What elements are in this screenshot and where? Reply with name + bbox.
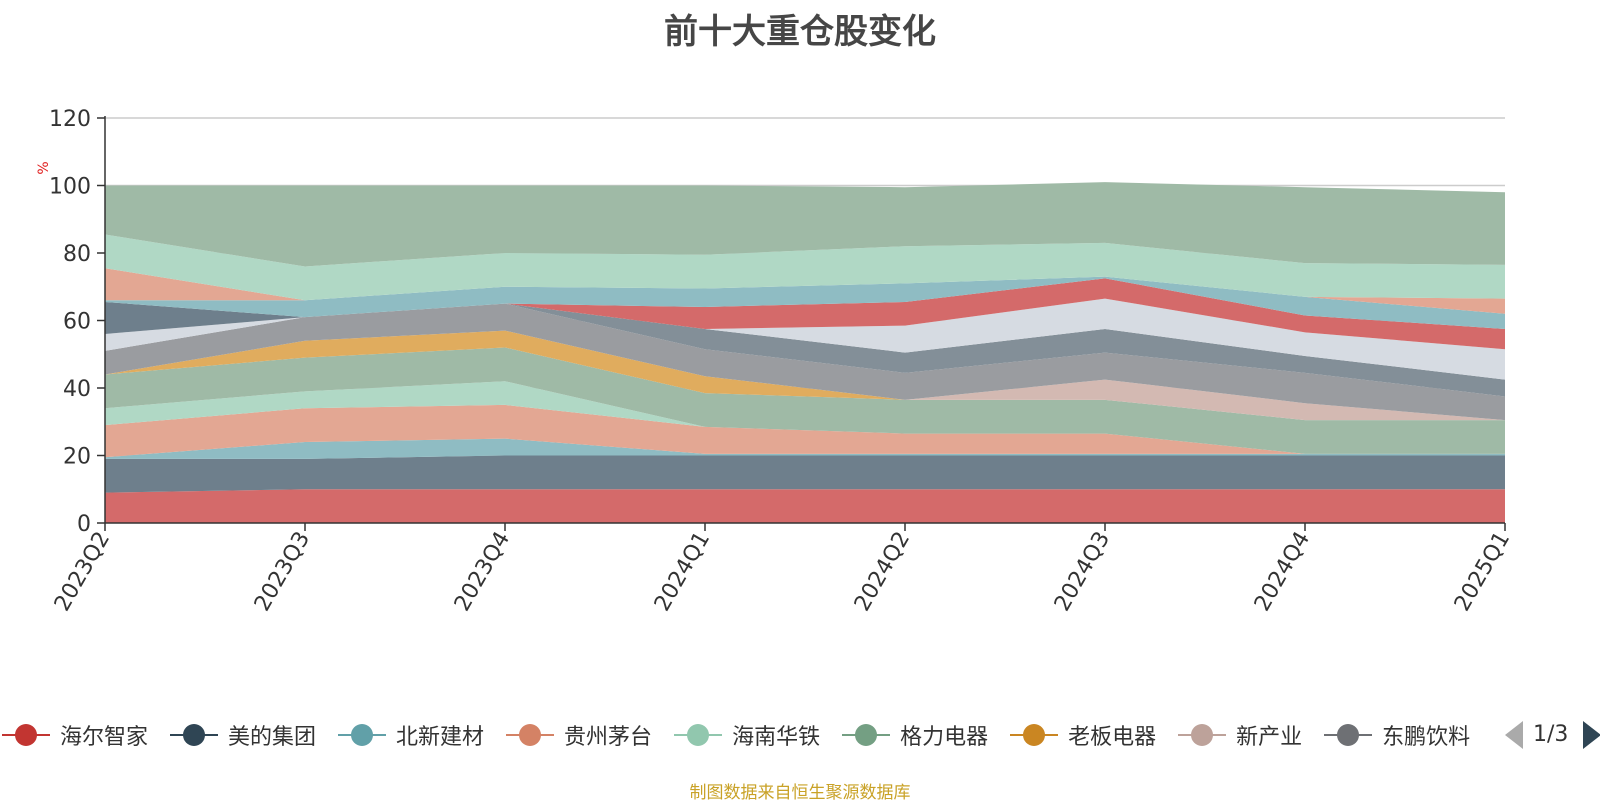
legend-label: 东鹏饮料 bbox=[1382, 725, 1471, 750]
legend: 海尔智家 美的集团 北新建材 贵州茅台 海南华铁 格力电器 老板电器 新产业 东鹏饮料 1/3 bbox=[0, 715, 1600, 755]
y-tick-label-60: 60 bbox=[63, 310, 91, 335]
legend-label: 海尔智家 bbox=[60, 725, 149, 750]
area-series-13[interactable] bbox=[105, 278, 1505, 350]
legend-marker-icon bbox=[1010, 723, 1059, 747]
area-series-17[interactable] bbox=[105, 182, 1505, 267]
legend-marker-icon bbox=[1324, 723, 1373, 747]
y-tick-label-40: 40 bbox=[63, 377, 91, 402]
legend-item-1[interactable]: 海尔智家 bbox=[2, 715, 148, 755]
legend-label: 北新建材 bbox=[396, 725, 485, 750]
legend-label: 贵州茅台 bbox=[564, 725, 653, 750]
area-series-10[interactable] bbox=[105, 303, 1505, 397]
x-tick-label-2024Q2: 2024Q2 bbox=[850, 528, 915, 616]
legend-pager: 1/3 bbox=[1505, 719, 1600, 751]
legend-label: 格力电器 bbox=[900, 725, 989, 750]
legend-marker-icon bbox=[674, 723, 723, 747]
chart-title: 前十大重仓股变化 bbox=[664, 12, 936, 52]
y-tick-label-80: 80 bbox=[63, 242, 91, 267]
y-tick-label-0: 0 bbox=[77, 512, 91, 537]
y-tick-label-100: 100 bbox=[49, 175, 91, 200]
legend-item-4[interactable]: 贵州茅台 bbox=[506, 715, 652, 755]
data-source-note: 制图数据来自恒生聚源数据库 bbox=[689, 783, 911, 800]
area-series-6[interactable] bbox=[105, 347, 1505, 454]
x-tick-label-2024Q1: 2024Q1 bbox=[650, 528, 715, 616]
area-series-9[interactable] bbox=[105, 303, 1505, 421]
legend-prev-icon[interactable] bbox=[1505, 721, 1523, 749]
area-series-2[interactable] bbox=[105, 455, 1505, 493]
legend-item-2[interactable]: 美的集团 bbox=[170, 715, 316, 755]
legend-marker-icon bbox=[506, 723, 555, 747]
area-series-1[interactable] bbox=[105, 489, 1505, 523]
area-series-16[interactable] bbox=[105, 234, 1505, 301]
y-axis-unit: % bbox=[36, 161, 52, 174]
x-tick-label-2023Q2: 2023Q2 bbox=[50, 528, 115, 616]
legend-item-6[interactable]: 格力电器 bbox=[842, 715, 988, 755]
legend-item-8[interactable]: 新产业 bbox=[1178, 715, 1302, 755]
legend-marker-icon bbox=[2, 723, 50, 747]
y-tick-label-120: 120 bbox=[49, 107, 91, 132]
legend-marker-icon bbox=[842, 723, 891, 747]
x-tick-label-2023Q4: 2023Q4 bbox=[450, 528, 515, 616]
legend-label: 老板电器 bbox=[1068, 725, 1157, 750]
legend-next-icon[interactable] bbox=[1583, 721, 1600, 749]
x-tick-label-2023Q3: 2023Q3 bbox=[250, 528, 315, 616]
legend-item-7[interactable]: 老板电器 bbox=[1010, 715, 1156, 755]
legend-items: 海尔智家 美的集团 北新建材 贵州茅台 海南华铁 格力电器 老板电器 新产业 东鹏饮料 bbox=[0, 715, 1483, 755]
legend-label: 新产业 bbox=[1236, 725, 1303, 750]
legend-item-9[interactable]: 东鹏饮料 bbox=[1324, 715, 1470, 755]
area-series-11[interactable] bbox=[105, 298, 1505, 380]
legend-item-3[interactable]: 北新建材 bbox=[338, 715, 484, 755]
legend-label: 美的集团 bbox=[228, 725, 317, 750]
y-tick-label-20: 20 bbox=[63, 445, 91, 470]
x-tick-label-2025Q1: 2025Q1 bbox=[1450, 528, 1515, 616]
area-series-14[interactable] bbox=[105, 276, 1505, 329]
legend-marker-icon bbox=[170, 723, 219, 747]
legend-page-indicator: 1/3 bbox=[1533, 722, 1569, 747]
x-tick-label-2024Q4: 2024Q4 bbox=[1250, 528, 1315, 616]
legend-label: 海南华铁 bbox=[732, 725, 821, 750]
legend-marker-icon bbox=[338, 723, 387, 747]
area-series-5[interactable] bbox=[105, 381, 1505, 454]
area-series bbox=[105, 182, 1505, 523]
area-series-4[interactable] bbox=[105, 404, 1505, 458]
legend-marker-icon bbox=[1178, 723, 1227, 747]
legend-item-5[interactable]: 海南华铁 bbox=[674, 715, 820, 755]
area-series-8[interactable] bbox=[105, 330, 1505, 421]
x-tick-label-2024Q3: 2024Q3 bbox=[1050, 528, 1115, 616]
